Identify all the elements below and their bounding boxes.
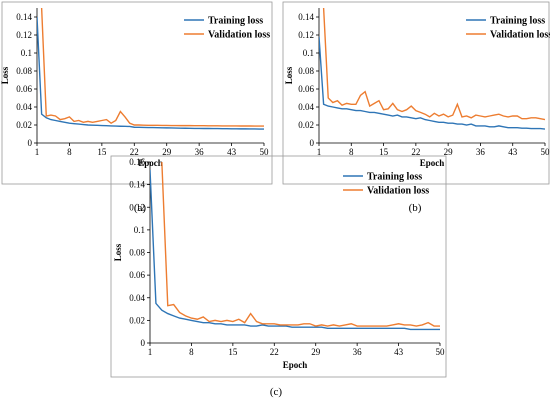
x-tick-label: 15 xyxy=(228,347,238,357)
legend-label: Validation loss xyxy=(367,186,429,197)
y-tick-label: 0.1 xyxy=(303,48,314,58)
y-tick-label: 0.04 xyxy=(129,293,145,303)
legend-label: Training loss xyxy=(367,172,422,183)
training-loss-line xyxy=(150,169,440,331)
chart-b: 0 0.02 0.04 0.06 0.08 0.1 0.12 0.14 1 8 15 22 29 36 43… xyxy=(282,1,550,214)
y-tick-label: 0.12 xyxy=(129,202,145,212)
chart-frame xyxy=(1,1,273,185)
validation-loss-line xyxy=(161,161,440,327)
chart-frame xyxy=(282,1,550,185)
x-tick-label: 22 xyxy=(411,147,420,157)
legend-label: Training loss xyxy=(490,16,545,27)
y-tick-label: 0.06 xyxy=(129,270,145,280)
y-tick-label: 0.08 xyxy=(16,66,32,76)
x-tick-label: 15 xyxy=(379,147,389,157)
y-tick-label: 0.08 xyxy=(129,248,145,258)
y-tick-label: 0 xyxy=(310,138,315,148)
x-tick-label: 22 xyxy=(130,147,139,157)
y-tick-label: 0.06 xyxy=(16,84,32,94)
chart-caption: (b) xyxy=(409,202,422,214)
y-tick-label: 0.06 xyxy=(298,84,314,94)
y-tick-label: 0.1 xyxy=(21,48,32,58)
x-tick-label: 8 xyxy=(349,147,354,157)
x-tick-label: 8 xyxy=(67,147,72,157)
x-tick-label: 36 xyxy=(353,347,363,357)
x-tick-label: 1 xyxy=(148,347,153,357)
y-axis-label: Loss xyxy=(0,66,10,84)
y-axis-label: Loss xyxy=(113,243,123,261)
y-tick-label: 0.1 xyxy=(134,225,145,235)
y-tick-label: 0.12 xyxy=(298,30,314,40)
training-loss-line xyxy=(37,16,264,130)
x-axis-label: Epoch xyxy=(420,158,445,168)
chart-c: 0 0.02 0.04 0.06 0.08 0.1 0.12 0.14 0.16 1 8 15 22 29… xyxy=(110,155,447,398)
x-tick-label: 1 xyxy=(35,147,40,157)
y-tick-label: 0.14 xyxy=(298,12,314,22)
training-loss-line xyxy=(319,36,545,130)
legend-label: Validation loss xyxy=(208,30,270,41)
y-tick-label: 0.16 xyxy=(129,157,145,167)
x-axis-label: Epoch xyxy=(138,158,163,168)
x-tick-label: 50 xyxy=(541,147,550,157)
y-tick-label: 0.04 xyxy=(298,102,314,112)
x-tick-label: 22 xyxy=(270,347,279,357)
y-axis-label: Loss xyxy=(284,66,294,84)
y-tick-label: 0.14 xyxy=(129,180,145,190)
y-tick-label: 0.02 xyxy=(16,120,32,130)
x-tick-label: 50 xyxy=(260,147,270,157)
legend-label: Validation loss xyxy=(490,30,550,41)
chart-caption: (c) xyxy=(270,386,283,398)
chart-frame xyxy=(110,155,447,378)
y-tick-label: 0.02 xyxy=(298,120,314,130)
x-tick-label: 36 xyxy=(195,147,205,157)
y-tick-label: 0.04 xyxy=(16,102,32,112)
x-tick-label: 50 xyxy=(436,347,446,357)
chart-caption: (a) xyxy=(134,202,147,214)
x-tick-label: 15 xyxy=(97,147,107,157)
chart-a: 0 0.02 0.04 0.06 0.08 0.1 0.12 0.14 1 8 15 22 29 36 43… xyxy=(0,1,273,214)
x-tick-label: 43 xyxy=(227,147,237,157)
y-tick-label: 0 xyxy=(28,138,33,148)
y-tick-label: 0.14 xyxy=(16,12,32,22)
validation-loss-line xyxy=(40,7,264,127)
x-tick-label: 29 xyxy=(311,347,321,357)
x-tick-label: 29 xyxy=(444,147,454,157)
x-tick-label: 43 xyxy=(508,147,518,157)
y-tick-label: 0.08 xyxy=(298,66,314,76)
y-tick-label: 0.02 xyxy=(129,315,145,325)
x-tick-label: 43 xyxy=(394,347,404,357)
x-tick-label: 29 xyxy=(162,147,172,157)
x-axis-label: Epoch xyxy=(283,360,308,370)
x-tick-label: 1 xyxy=(317,147,322,157)
x-tick-label: 8 xyxy=(189,347,194,357)
x-tick-label: 36 xyxy=(476,147,486,157)
y-tick-label: 0.12 xyxy=(16,30,32,40)
y-tick-label: 0 xyxy=(141,338,146,348)
legend-label: Training loss xyxy=(208,16,263,27)
validation-loss-line xyxy=(322,7,545,121)
